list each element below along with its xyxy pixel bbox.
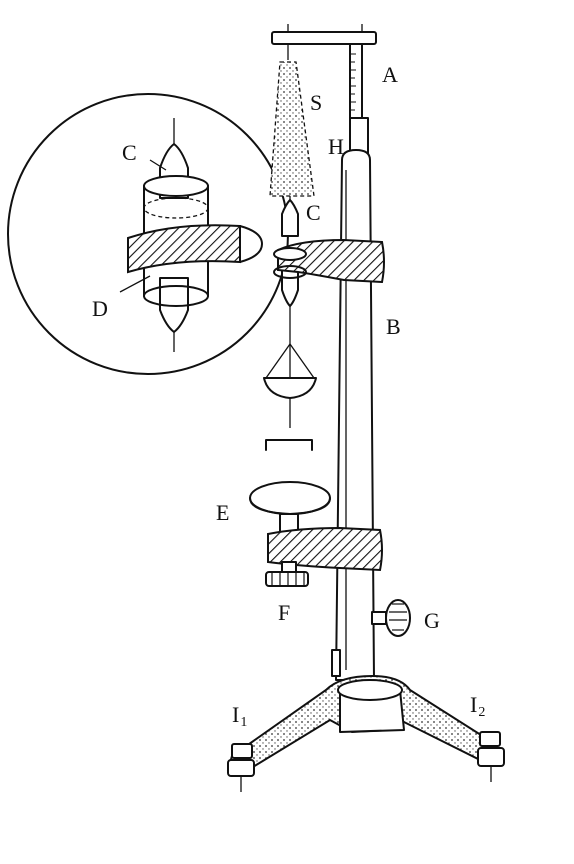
pan-hanger bbox=[263, 343, 317, 451]
spring-s bbox=[269, 44, 315, 208]
magnified-inset bbox=[7, 93, 289, 375]
label-c-inset: C bbox=[122, 140, 137, 165]
leveling-screw-i1 bbox=[227, 743, 255, 792]
label-a: A bbox=[382, 62, 398, 87]
screw-knob-g bbox=[371, 599, 411, 637]
vertical-column-b bbox=[335, 149, 375, 681]
platform-e bbox=[249, 481, 331, 533]
label-h: H bbox=[328, 134, 344, 159]
label-i1: I1 bbox=[232, 702, 247, 730]
label-e: E bbox=[216, 500, 229, 525]
screw-knob-f bbox=[265, 561, 309, 587]
label-i2: I2 bbox=[470, 692, 485, 720]
label-d: D bbox=[92, 296, 108, 321]
leader-c-inset bbox=[149, 159, 167, 171]
top-crossbar bbox=[271, 24, 377, 45]
label-c: C bbox=[306, 200, 321, 225]
label-f: F bbox=[278, 600, 290, 625]
upper-clamp-arm bbox=[273, 238, 385, 284]
leveling-screw-i2 bbox=[477, 731, 505, 782]
label-b: B bbox=[386, 314, 401, 339]
label-s: S bbox=[310, 90, 322, 115]
label-g: G bbox=[424, 608, 440, 633]
leader-d bbox=[119, 275, 151, 293]
